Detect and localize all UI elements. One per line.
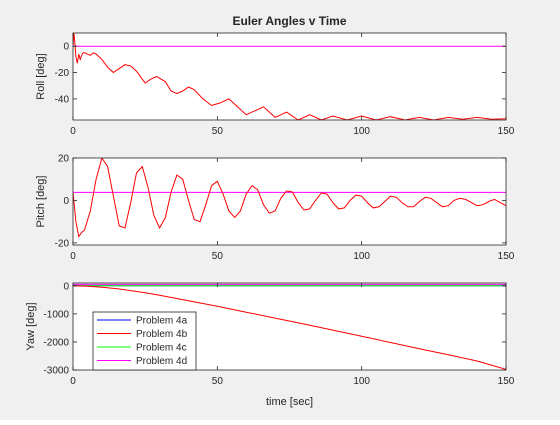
- yaw-y-tick-label: -2000: [43, 337, 69, 348]
- yaw-x-tick-label: 50: [212, 376, 224, 387]
- roll-x-tick-label: 100: [353, 126, 370, 137]
- legend-label-problem-4d: Problem 4d: [136, 356, 187, 367]
- yaw-y-tick-label: -1000: [43, 309, 69, 320]
- subplot-roll: 0 50 100 150 0 -20 -40 Roll [deg]: [35, 32, 515, 137]
- yaw-x-tick-label: 100: [353, 376, 370, 387]
- legend-label-problem-4b: Problem 4b: [136, 329, 188, 340]
- pitch-plot-area: [73, 158, 506, 245]
- yaw-y-axis-label: Yaw [deg]: [25, 302, 37, 350]
- roll-y-tick-label: 0: [63, 42, 69, 53]
- roll-series-problem-4b: [73, 33, 506, 120]
- pitch-x-tick-label: 0: [70, 251, 76, 262]
- roll-y-tick-label: -40: [55, 94, 70, 105]
- roll-y-axis-label: Roll [deg]: [35, 53, 47, 99]
- legend-label-problem-4a: Problem 4a: [136, 316, 188, 327]
- x-axis-label: time [sec]: [266, 396, 313, 408]
- roll-y-tick-label: -20: [55, 68, 70, 79]
- pitch-y-tick-label: -20: [55, 238, 70, 249]
- pitch-x-tick-label: 100: [353, 251, 370, 262]
- yaw-y-tick-label: 0: [63, 281, 69, 292]
- pitch-axes-box: [72, 157, 507, 246]
- roll-plot-area: [73, 33, 506, 120]
- chart-title: Euler Angles v Time: [232, 14, 346, 28]
- roll-x-tick-label: 0: [70, 126, 76, 137]
- yaw-y-tick-label: -3000: [43, 366, 69, 377]
- yaw-x-tick-label: 150: [498, 376, 515, 387]
- legend: Problem 4a Problem 4b Problem 4c Problem 4d: [92, 311, 197, 371]
- yaw-x-tick-label: 0: [70, 376, 76, 387]
- yaw-series-problem-4b: [73, 285, 506, 370]
- pitch-y-tick-label: 0: [63, 196, 69, 207]
- pitch-series-problem-4b: [73, 158, 506, 238]
- pitch-x-tick-label: 150: [498, 251, 515, 262]
- roll-x-tick-label: 50: [212, 126, 224, 137]
- yaw-axes-box: [72, 282, 507, 371]
- legend-label-problem-4c: Problem 4c: [136, 343, 187, 354]
- pitch-y-tick-label: 20: [58, 154, 70, 165]
- roll-axes-box: [72, 32, 507, 121]
- pitch-y-axis-label: Pitch [deg]: [35, 176, 47, 228]
- roll-x-tick-label: 150: [498, 126, 515, 137]
- pitch-x-tick-label: 50: [212, 251, 224, 262]
